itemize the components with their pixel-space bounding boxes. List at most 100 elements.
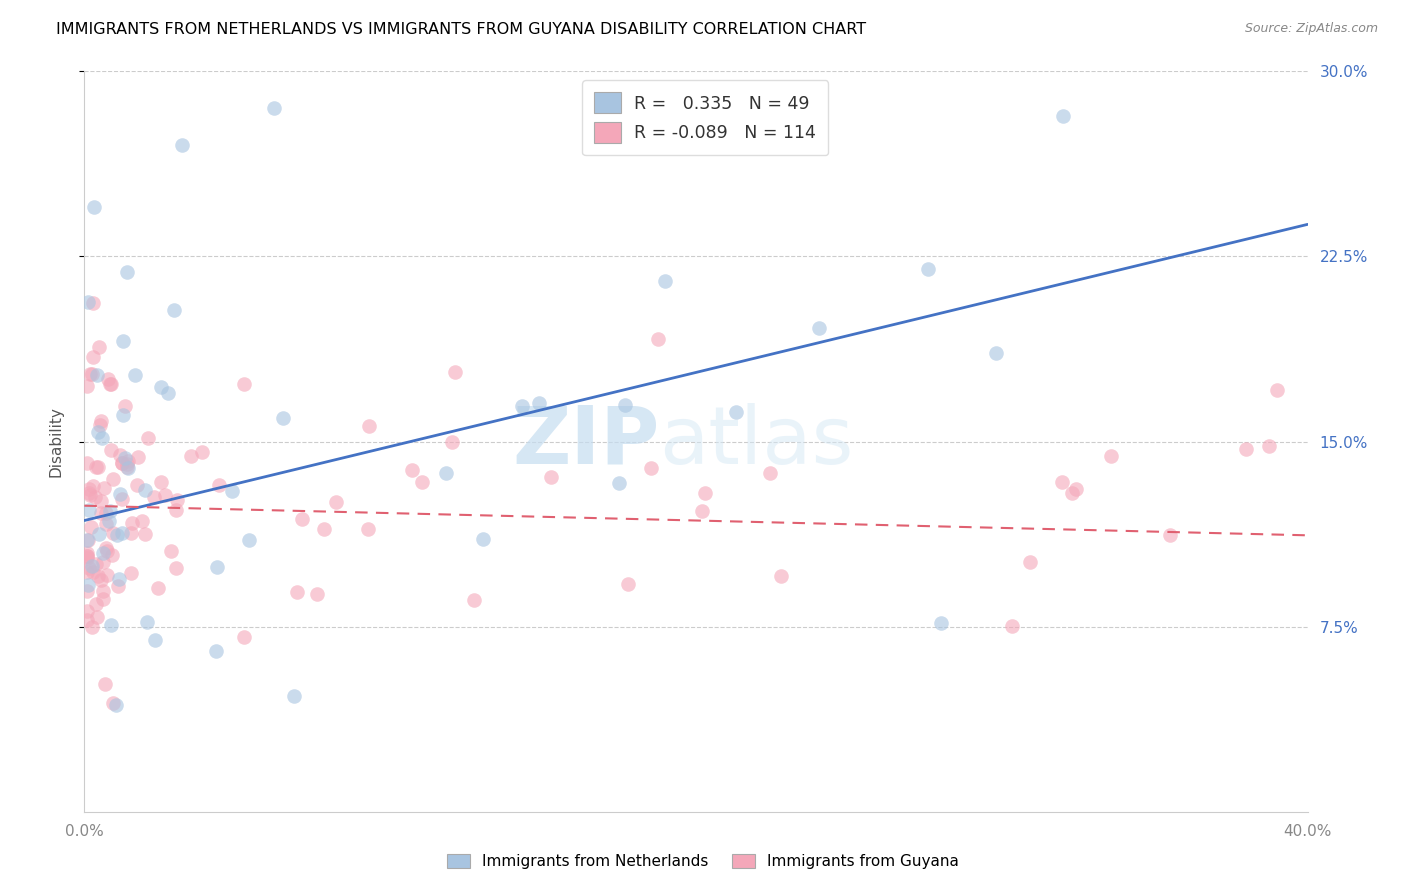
Text: atlas: atlas <box>659 402 853 481</box>
Point <box>411 475 433 490</box>
Point <box>146 581 169 595</box>
Point <box>115 460 138 475</box>
Point <box>271 411 294 425</box>
Point <box>647 332 669 346</box>
Point <box>100 618 122 632</box>
Legend: R =   0.335   N = 49, R = -0.089   N = 114: R = 0.335 N = 49, R = -0.089 N = 114 <box>582 80 828 155</box>
Point <box>98 514 121 528</box>
Point <box>101 696 124 710</box>
Point <box>98 377 121 392</box>
Point <box>110 491 132 506</box>
Point <box>76 378 98 392</box>
Point <box>76 546 98 560</box>
Point <box>654 273 676 287</box>
Point <box>103 472 125 486</box>
Point <box>125 478 148 492</box>
Point <box>82 559 104 574</box>
Point <box>76 584 98 599</box>
Point <box>165 503 187 517</box>
Text: IMMIGRANTS FROM NETHERLANDS VS IMMIGRANTS FROM GUYANA DISABILITY CORRELATION CHA: IMMIGRANTS FROM NETHERLANDS VS IMMIGRANT… <box>56 22 866 37</box>
Point <box>83 200 105 214</box>
Point <box>305 587 328 601</box>
Point <box>614 398 637 412</box>
Point <box>283 690 305 704</box>
Point <box>111 334 134 348</box>
Point <box>79 488 101 502</box>
Point <box>232 376 254 391</box>
Point <box>238 533 260 548</box>
Point <box>640 461 662 475</box>
Point <box>98 504 121 518</box>
Point <box>401 463 423 477</box>
Point <box>159 544 181 558</box>
Point <box>80 520 103 534</box>
Point <box>929 615 952 630</box>
Point <box>134 483 156 497</box>
Point <box>108 448 131 462</box>
Point <box>312 522 335 536</box>
Point <box>180 450 202 464</box>
Point <box>1019 555 1042 569</box>
Point <box>76 614 98 628</box>
Point <box>82 350 104 364</box>
Point <box>97 372 120 386</box>
Point <box>108 572 131 586</box>
Point <box>221 484 243 499</box>
Point <box>94 516 117 531</box>
Point <box>82 367 104 381</box>
Point <box>1099 449 1122 463</box>
Point <box>463 593 485 607</box>
Text: Source: ZipAtlas.com: Source: ZipAtlas.com <box>1244 22 1378 36</box>
Point <box>120 525 142 540</box>
Point <box>84 460 107 475</box>
Point <box>90 506 112 520</box>
Point <box>472 532 495 546</box>
Point <box>263 102 285 116</box>
Point <box>142 490 165 504</box>
Point <box>156 385 179 400</box>
Point <box>84 490 107 504</box>
Point <box>107 528 129 542</box>
Point <box>90 431 112 445</box>
Point <box>1052 475 1074 489</box>
Point <box>79 367 101 381</box>
Point <box>117 461 139 475</box>
Point <box>87 527 110 541</box>
Point <box>172 138 194 153</box>
Point <box>165 560 187 574</box>
Point <box>233 630 256 644</box>
Point <box>91 584 114 599</box>
Point <box>77 294 100 309</box>
Point <box>131 514 153 528</box>
Point <box>357 418 380 433</box>
Point <box>115 265 138 279</box>
Point <box>1265 384 1288 398</box>
Point <box>115 458 138 472</box>
Point <box>127 450 149 464</box>
Point <box>725 405 748 419</box>
Point <box>527 396 550 410</box>
Point <box>77 486 100 500</box>
Point <box>191 444 214 458</box>
Point <box>77 482 100 496</box>
Point <box>100 442 122 457</box>
Point <box>114 450 136 465</box>
Point <box>82 479 104 493</box>
Point <box>84 597 107 611</box>
Point <box>84 557 107 571</box>
Point <box>690 503 713 517</box>
Point <box>285 585 308 599</box>
Point <box>105 698 128 712</box>
Point <box>86 459 108 474</box>
Point <box>93 555 115 569</box>
Point <box>77 533 100 548</box>
Point <box>654 102 676 116</box>
Point <box>695 486 717 500</box>
Point <box>76 457 98 471</box>
Point <box>917 262 939 277</box>
Point <box>77 578 100 592</box>
Point <box>111 456 134 470</box>
Point <box>86 368 108 382</box>
Point <box>96 541 118 556</box>
Point <box>101 526 124 541</box>
